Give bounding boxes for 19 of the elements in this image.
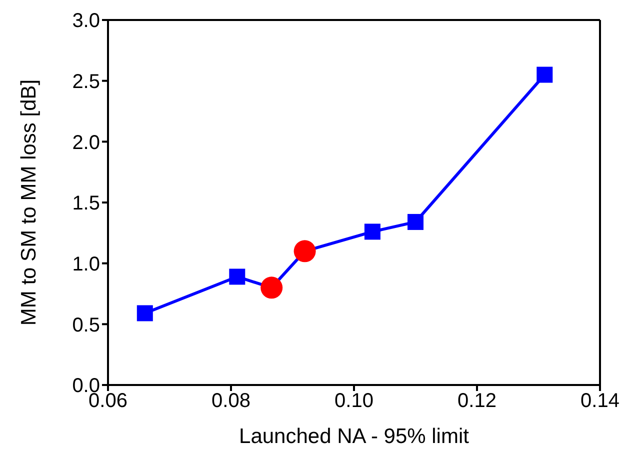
y-tick-label: 2.5 bbox=[72, 70, 100, 93]
point bbox=[364, 224, 380, 240]
y-tick-label: 1.5 bbox=[72, 192, 100, 215]
point bbox=[294, 240, 316, 262]
y-tick-label: 2.0 bbox=[72, 132, 100, 154]
x-tick-label: 0.10 bbox=[334, 390, 374, 412]
point bbox=[408, 214, 424, 230]
x-tick-label: 0.08 bbox=[212, 390, 250, 412]
point bbox=[260, 276, 283, 299]
point bbox=[536, 66, 553, 83]
x-tick-label: 0.14 bbox=[580, 390, 620, 412]
y-axis-title: MM to SM to MM loss [dB] bbox=[17, 79, 40, 326]
x-axis-title: Launched NA - 95% limit bbox=[239, 425, 470, 448]
point bbox=[229, 268, 246, 285]
point bbox=[136, 305, 153, 322]
y-tick-label: 3.0 bbox=[72, 10, 100, 32]
x-tick-label: 0.12 bbox=[458, 390, 496, 412]
y-tick-label: 0.5 bbox=[72, 314, 100, 336]
y-tick-label: 1.0 bbox=[72, 253, 100, 276]
